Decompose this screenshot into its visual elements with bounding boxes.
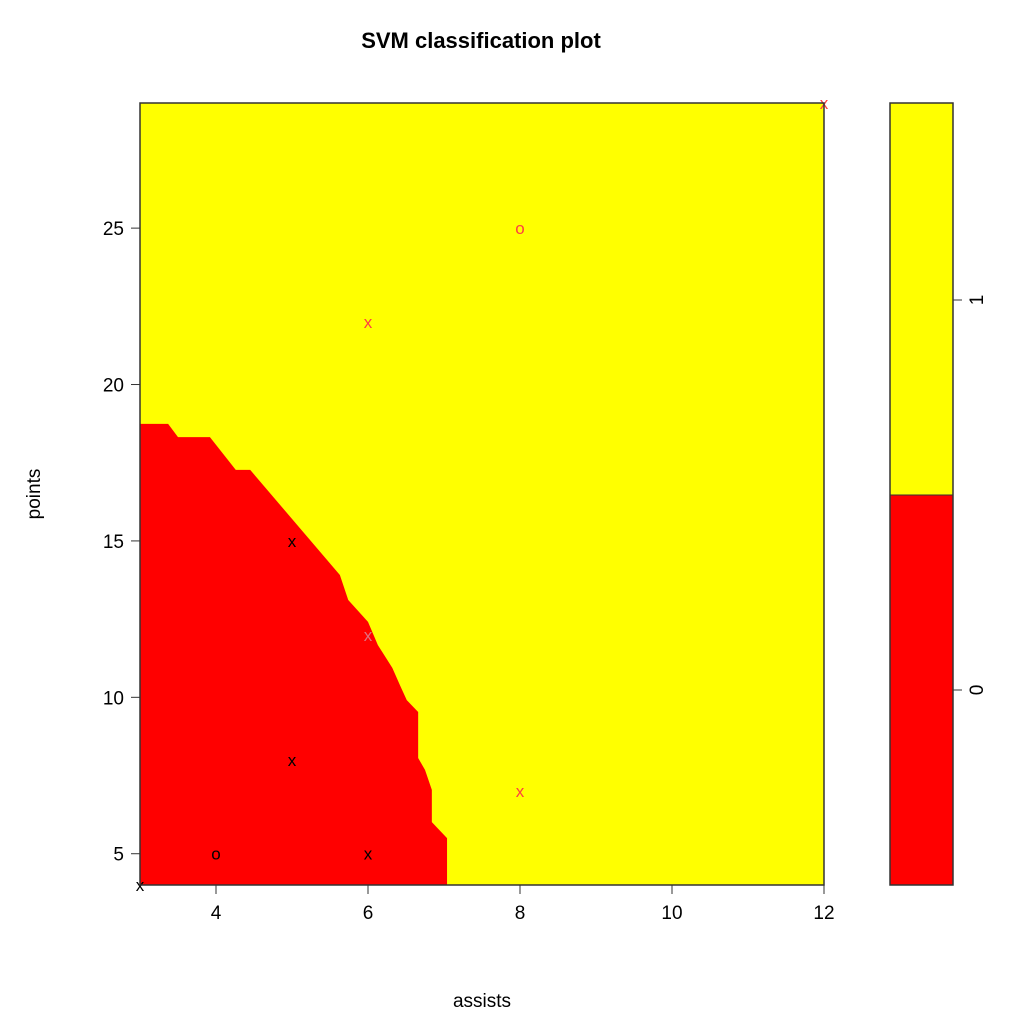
class-0-region	[140, 423, 448, 885]
legend-swatch-1	[890, 103, 953, 495]
x-tick-label: 8	[515, 903, 526, 924]
y-tick-label: 20	[103, 376, 124, 397]
data-point-x: x	[364, 626, 373, 645]
plot-border	[139, 102, 825, 886]
y-tick-label: 5	[113, 845, 124, 866]
x-tick-label: 6	[363, 903, 374, 924]
legend-label: 0	[967, 685, 988, 696]
data-point-x: x	[516, 782, 525, 801]
chart-title: SVM classification plot	[361, 28, 601, 53]
legend-label: 1	[967, 295, 988, 306]
data-point-o: o	[211, 845, 220, 864]
data-point-x: x	[288, 532, 297, 551]
y-tick-label: 15	[103, 532, 124, 553]
y-tick-label: 25	[103, 219, 124, 240]
legend-border	[889, 102, 954, 886]
legend-swatch-0	[890, 495, 953, 885]
data-point-x: x	[364, 313, 373, 332]
x-tick-label: 12	[813, 903, 834, 924]
data-point-x: x	[364, 845, 373, 864]
x-axis-label: assists	[453, 991, 511, 1012]
y-tick-label: 10	[103, 688, 124, 709]
x-tick-label: 10	[661, 903, 682, 924]
y-axis-label: points	[24, 469, 45, 520]
data-point-x: x	[288, 751, 297, 770]
data-point-o: o	[515, 219, 524, 238]
x-tick-label: 4	[211, 903, 222, 924]
